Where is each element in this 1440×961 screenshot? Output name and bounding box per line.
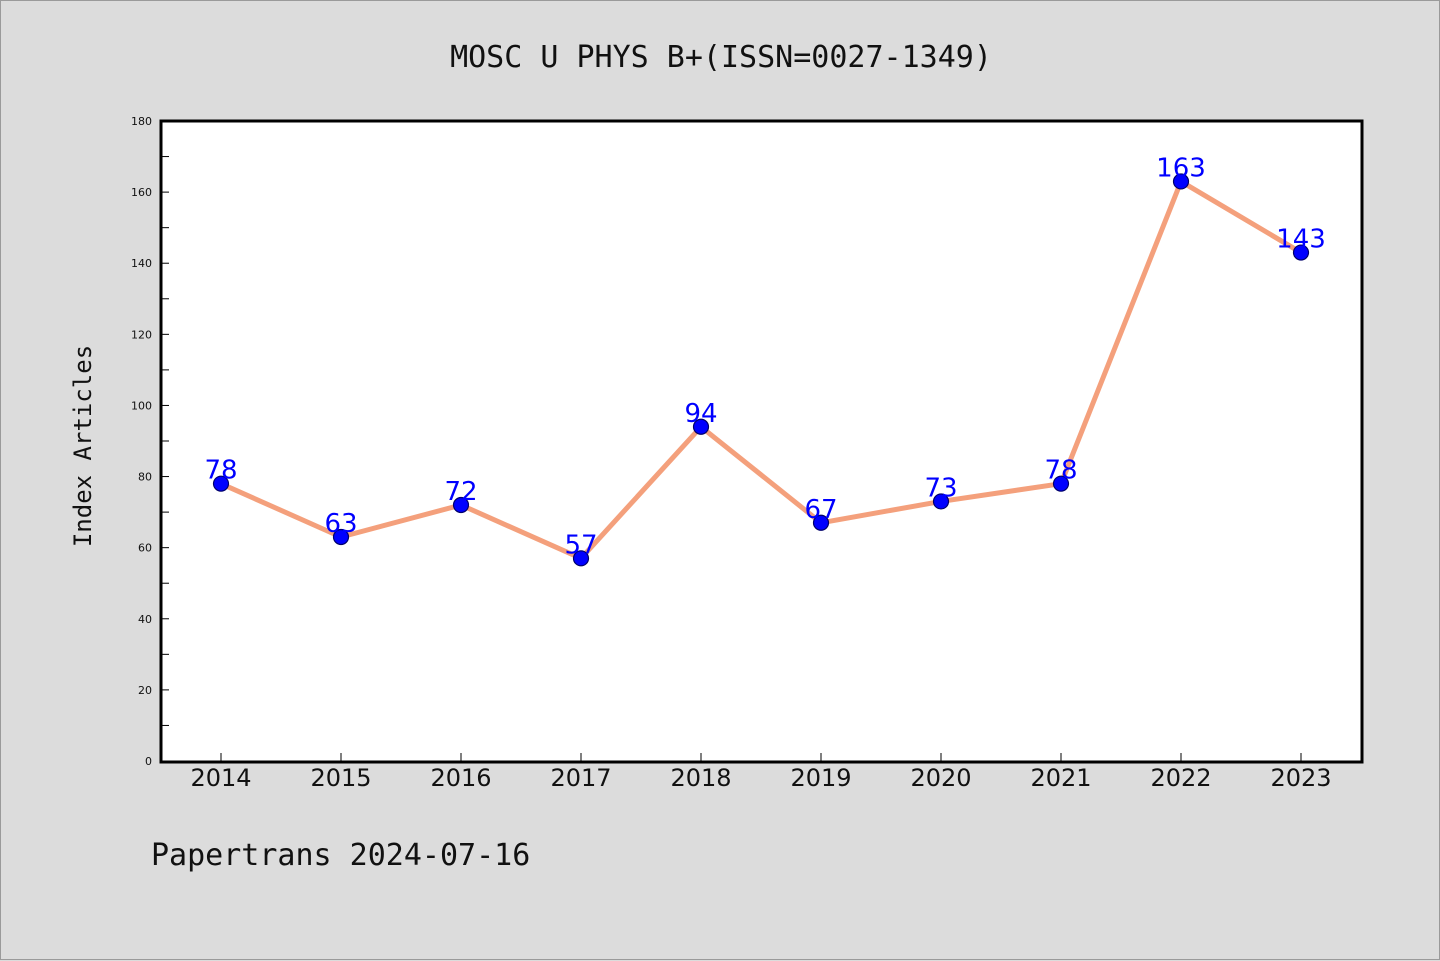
data-point [1292,244,1310,261]
data-label: 72 [444,477,477,507]
data-point [332,528,350,546]
data-labels: 78 63 72 57 94 67 73 78 163 143 [204,153,1325,560]
series-line-group [219,178,1303,561]
data-point [932,493,950,510]
y-tick-label: 60 [138,542,152,555]
data-label: 57 [564,530,597,560]
data-label: 163 [1156,153,1206,183]
series-line [219,178,1303,561]
y-tick-label: 40 [138,613,152,626]
y-axis-label: Index Articles [69,345,97,547]
data-point [812,514,830,531]
y-tick-label: 140 [131,257,152,270]
x-tick-label: 2022 [1150,764,1211,792]
data-label: 143 [1276,225,1326,255]
data-point [1052,475,1070,492]
y-axis-ticks: 0 20 40 60 80 100 120 140 160 180 [131,115,169,768]
data-label: 94 [684,399,717,429]
x-tick-label: 2015 [310,764,371,792]
y-tick-label: 160 [131,186,152,199]
y-tick-label: 100 [131,399,152,412]
data-label: 78 [204,456,237,486]
data-point [572,550,590,567]
data-markers [212,173,1310,567]
y-tick-label: 20 [138,684,152,697]
y-tick-label: 180 [131,115,152,128]
data-label: 78 [1044,456,1077,486]
data-point [1172,173,1190,190]
y-tick-label: 120 [131,328,152,341]
x-axis-ticks: 2014 2015 2016 2017 2018 2019 2020 2021 2022 2023 [190,753,1332,792]
x-tick-label: 2014 [190,764,251,792]
data-label: 67 [804,495,837,525]
y-tick-label: 0 [145,755,152,768]
x-tick-label: 2018 [670,764,731,792]
plot-area [159,119,1364,764]
x-tick-label: 2017 [550,764,611,792]
x-tick-label: 2016 [430,764,491,792]
x-tick-label: 2021 [1030,764,1091,792]
data-point [692,418,710,435]
chart-title: MOSC U PHYS B+(ISSN=0027-1349) [450,40,992,75]
data-point [212,475,230,492]
data-point [452,496,470,514]
x-tick-label: 2023 [1270,764,1331,792]
data-label: 63 [324,509,357,539]
data-label: 73 [924,473,957,503]
x-tick-label: 2020 [910,764,971,792]
footer-credit: Papertrans 2024-07-16 [151,838,530,873]
y-tick-label: 80 [138,471,152,484]
x-tick-label: 2019 [790,764,851,792]
